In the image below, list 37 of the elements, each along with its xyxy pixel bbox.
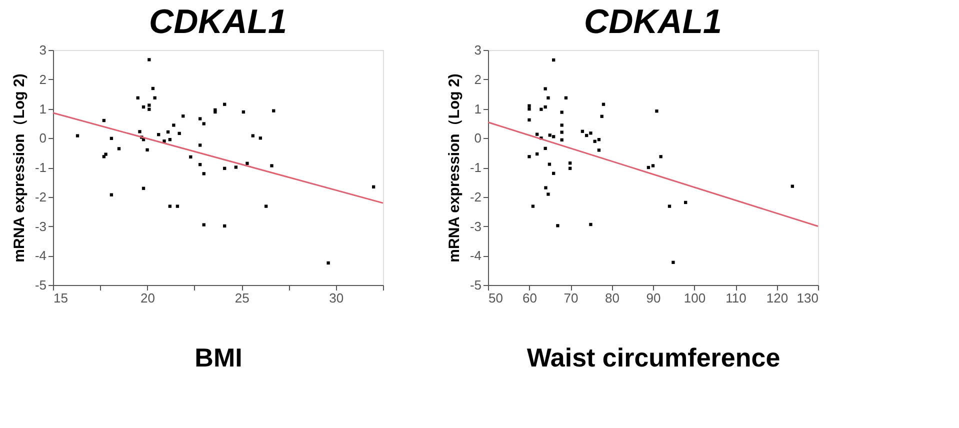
x-tick-label: 70: [564, 290, 578, 306]
y-tick-label: 2: [474, 72, 482, 87]
x-tick-label: 80: [605, 290, 620, 306]
x-tick-label: 50: [488, 290, 503, 306]
chart-title: CDKAL1: [584, 3, 722, 41]
y-tick-label: -5: [470, 278, 482, 292]
y-tick-label: -2: [470, 189, 482, 204]
x-tick-label: 90: [646, 290, 661, 306]
x-axis-title: BMI: [194, 342, 242, 372]
chart-title: CDKAL1: [149, 3, 287, 41]
y-tick-label: -1: [34, 160, 46, 175]
y-tick-label: 2: [39, 72, 46, 87]
x-tick-label: 100: [684, 290, 706, 306]
y-tick-label: -3: [470, 218, 482, 234]
y-tick-label: 3: [39, 42, 46, 58]
y-axis-title: mRNA expression（Log 2): [446, 74, 463, 262]
x-tick-label: 110: [726, 290, 746, 306]
y-tick-label: 0: [39, 130, 46, 146]
y-tick-label: -3: [34, 218, 46, 234]
y-tick-label: -2: [34, 189, 46, 204]
x-tick-label: 20: [140, 290, 156, 306]
y-tick-label: -4: [470, 248, 482, 264]
y-tick-label: 1: [474, 101, 482, 116]
x-tick-label: 120: [766, 290, 788, 306]
x-tick-label: 15: [54, 290, 68, 306]
x-tick-label: 30: [329, 290, 344, 306]
y-tick-label: 3: [474, 42, 482, 58]
y-tick-label: -5: [34, 278, 46, 292]
y-tick-label: 1: [39, 101, 46, 116]
y-tick-label: -4: [34, 248, 46, 264]
y-tick-label: -1: [470, 160, 482, 175]
x-tick-label: 60: [522, 290, 537, 306]
x-axis-title: Waist circumference: [526, 342, 780, 372]
x-tick-label: 130: [796, 290, 818, 306]
y-axis-title: mRNA expression（Log 2): [10, 74, 28, 262]
y-tick-label: 0: [474, 130, 482, 146]
x-tick-label: 25: [234, 290, 250, 306]
